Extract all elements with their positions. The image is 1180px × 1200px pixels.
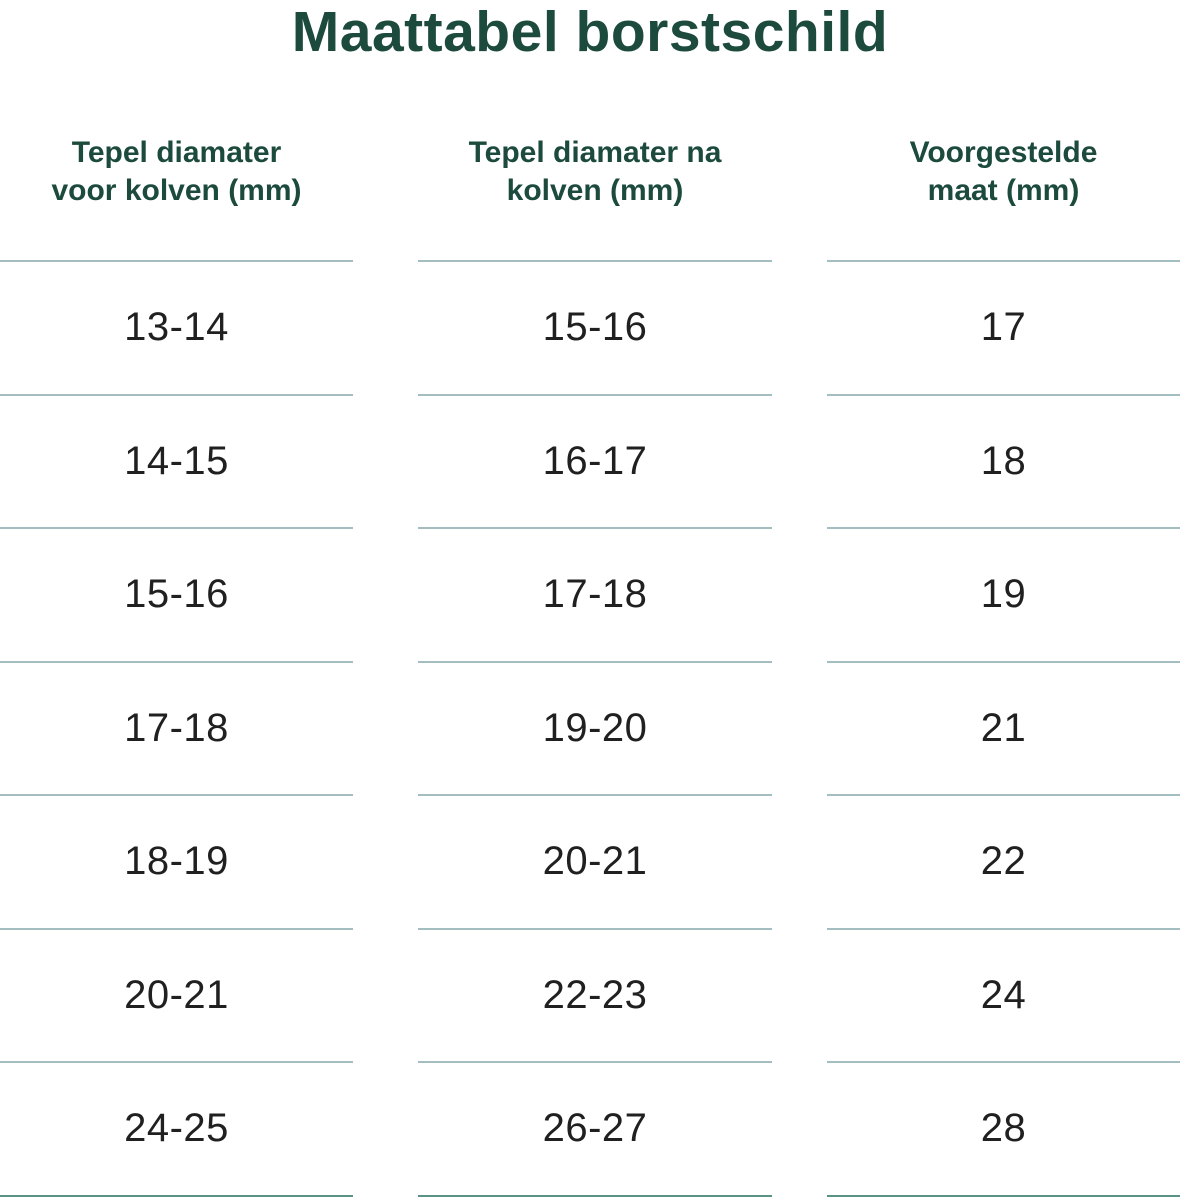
table-cell: 26-27 [418,1063,772,1197]
table-cell: 15-16 [418,262,772,396]
column-header-before-pumping: Tepel diamater voor kolven (mm) [0,110,353,262]
header-line: Voorgestelde [909,136,1098,169]
table-cell: 16-17 [418,396,772,529]
header-line: kolven (mm) [506,174,684,207]
table-cell: 18-19 [0,796,353,930]
table-cell: 20-21 [418,796,772,930]
header-line: Tepel diamater [71,136,282,169]
table-cell: 15-16 [0,529,353,663]
table-cell: 21 [827,663,1180,796]
table-cell: 14-15 [0,396,353,529]
table-cell: 24-25 [0,1063,353,1197]
table-column-suggested-size: Voorgestelde maat (mm) 17 18 19 21 22 24… [827,110,1180,1197]
table-cell: 24 [827,930,1180,1063]
header-line: maat (mm) [927,174,1080,207]
table-cell: 22-23 [418,930,772,1063]
table-cell: 17-18 [418,529,772,663]
table-cell: 28 [827,1063,1180,1197]
table-cell: 13-14 [0,262,353,396]
table-cell: 19-20 [418,663,772,796]
header-line: Tepel diamater na [468,136,722,169]
table-column-before-pumping: Tepel diamater voor kolven (mm) 13-14 14… [0,110,353,1197]
column-header-after-pumping: Tepel diamater na kolven (mm) [418,110,772,262]
table-cell: 17 [827,262,1180,396]
table-cell: 22 [827,796,1180,930]
page-title: Maattabel borstschild [291,0,889,64]
column-header-suggested-size: Voorgestelde maat (mm) [827,110,1180,262]
table-column-after-pumping: Tepel diamater na kolven (mm) 15-16 16-1… [418,110,772,1197]
header-line: voor kolven (mm) [51,174,302,207]
table-cell: 18 [827,396,1180,529]
table-cell: 20-21 [0,930,353,1063]
table-cell: 19 [827,529,1180,663]
size-table: Tepel diamater voor kolven (mm) 13-14 14… [0,110,1180,1197]
table-cell: 17-18 [0,663,353,796]
